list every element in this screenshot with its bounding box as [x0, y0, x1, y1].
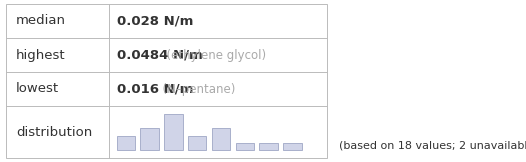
Bar — [188, 136, 207, 150]
Bar — [6, 4, 327, 158]
Text: highest: highest — [16, 48, 66, 62]
Text: distribution: distribution — [16, 126, 92, 139]
Text: 0.0484 N/m: 0.0484 N/m — [117, 48, 203, 62]
Bar — [236, 143, 254, 150]
Bar — [140, 128, 159, 150]
Text: (N–pentane): (N–pentane) — [155, 82, 235, 96]
Text: lowest: lowest — [16, 82, 59, 96]
Text: median: median — [16, 15, 66, 28]
Bar — [117, 136, 135, 150]
Bar — [164, 114, 183, 150]
Text: 0.028 N/m: 0.028 N/m — [117, 15, 193, 28]
Text: (based on 18 values; 2 unavailable): (based on 18 values; 2 unavailable) — [339, 140, 526, 150]
Bar — [212, 128, 230, 150]
Text: 0.016 N/m: 0.016 N/m — [117, 82, 193, 96]
Bar — [259, 143, 278, 150]
Text: (ethylene glycol): (ethylene glycol) — [159, 48, 266, 62]
Bar — [283, 143, 301, 150]
